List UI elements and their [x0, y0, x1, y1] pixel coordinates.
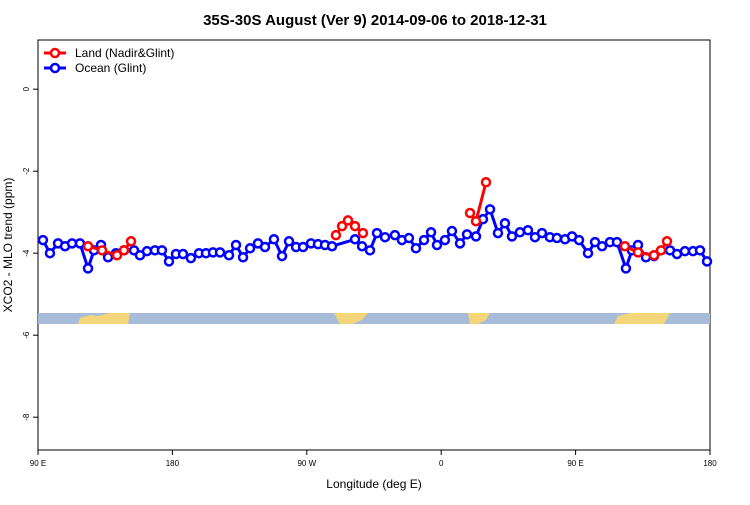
data-point — [74, 238, 86, 249]
land-patch — [614, 313, 670, 324]
data-point — [425, 227, 437, 238]
data-point — [506, 231, 518, 242]
data-point — [259, 241, 271, 253]
data-point — [431, 239, 443, 251]
data-point — [648, 250, 660, 261]
data-point — [679, 245, 691, 257]
data-point — [492, 227, 504, 239]
data-point — [156, 245, 168, 256]
map-strip — [38, 313, 710, 324]
data-point — [230, 239, 242, 251]
data-point — [536, 227, 548, 239]
data-point — [336, 220, 348, 232]
data-point — [464, 207, 476, 219]
data-point — [582, 247, 594, 259]
data-point — [470, 215, 482, 227]
data-point — [410, 243, 422, 254]
data-point — [177, 248, 189, 260]
data-point — [244, 243, 256, 254]
data-point — [418, 234, 430, 246]
data-point — [330, 229, 342, 241]
data-point — [349, 220, 361, 232]
data-point — [389, 229, 401, 241]
data-point — [342, 215, 354, 226]
data-point — [283, 236, 295, 247]
data-point — [326, 240, 338, 252]
data-point — [632, 247, 644, 258]
x-tick-label: 90 E — [30, 459, 46, 468]
y-tick-label: -2 — [22, 167, 31, 175]
x-tick-label: 180 — [166, 459, 180, 468]
data-point — [223, 250, 235, 261]
data-point — [596, 240, 608, 252]
data-point — [357, 227, 369, 239]
data-point — [551, 232, 563, 244]
data-point — [522, 224, 534, 236]
x-tick-label: 0 — [439, 459, 444, 468]
data-point — [480, 177, 492, 188]
land-patch — [468, 313, 490, 324]
x-tick-label: 180 — [703, 459, 717, 468]
data-point — [661, 236, 673, 247]
data-point — [297, 241, 309, 253]
land-patch — [78, 313, 130, 324]
data-point — [484, 204, 496, 215]
data-point — [214, 247, 226, 258]
data-point — [499, 218, 511, 229]
data-point — [655, 245, 667, 256]
y-tick-label: -8 — [22, 413, 31, 421]
data-point — [446, 225, 458, 237]
data-point — [701, 256, 713, 267]
legend-label: Ocean (Glint) — [75, 61, 146, 75]
y-tick-label: -6 — [22, 331, 31, 339]
data-point — [403, 232, 415, 244]
data-point — [379, 231, 391, 243]
data-point — [573, 234, 585, 246]
legend-marker — [49, 62, 61, 74]
data-point — [461, 229, 473, 240]
y-tick-label: -4 — [22, 249, 31, 257]
data-point — [611, 236, 623, 248]
land-patch — [334, 313, 368, 324]
chart-title: 35S-30S August (Ver 9) 2014-09-06 to 201… — [203, 12, 547, 29]
data-point — [82, 240, 94, 252]
data-point — [356, 240, 368, 252]
data-point — [364, 245, 376, 256]
data-point — [619, 240, 631, 252]
data-point — [268, 234, 280, 245]
data-point — [349, 234, 361, 245]
data-point — [371, 227, 383, 239]
data-point — [96, 245, 108, 256]
data-point — [37, 234, 49, 246]
legend-label: Land (Nadir&Glint) — [75, 46, 174, 60]
data-point — [439, 234, 451, 246]
data-point — [185, 252, 197, 264]
legend-marker — [49, 47, 61, 59]
ocean-strip — [38, 313, 710, 324]
data-point — [125, 236, 137, 247]
data-point — [454, 238, 466, 249]
data-point — [118, 245, 130, 256]
data-point — [237, 252, 249, 263]
x-tick-label: 90 W — [297, 459, 316, 468]
data-point — [514, 227, 526, 238]
data-point — [620, 263, 632, 274]
data-point — [44, 247, 56, 259]
data-point — [163, 256, 175, 267]
data-point — [111, 250, 123, 261]
data-point — [276, 250, 288, 262]
x-tick-label: 90 E — [567, 459, 583, 468]
plot-frame — [37, 39, 711, 451]
y-axis-label: XCO2 - MLO trend (ppm) — [1, 178, 15, 313]
data-point — [470, 231, 482, 242]
data-point — [694, 245, 706, 256]
x-axis-label: Longitude (deg E) — [326, 477, 421, 491]
y-tick-label: 0 — [22, 86, 31, 91]
data-point — [82, 263, 94, 274]
